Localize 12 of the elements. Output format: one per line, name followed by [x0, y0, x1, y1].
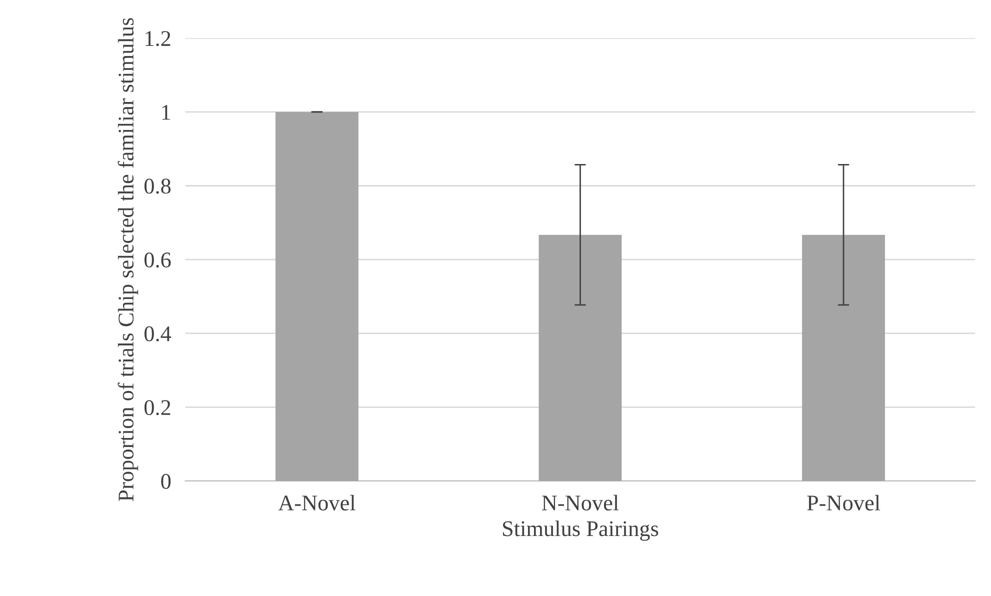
y-axis-title: Proportion of trials Chip selected the familiar stimulus: [118, 18, 138, 502]
y-tick-label: 0.6: [144, 252, 171, 268]
y-tick-label: 0.2: [144, 400, 170, 416]
y-tick-label: 0.8: [144, 178, 171, 194]
y-tick-label: 0: [161, 474, 171, 489]
y-tick-label: 1: [162, 104, 170, 120]
x-axis-title: Stimulus Pairings: [503, 520, 658, 541]
y-tick-label: 1.2: [146, 31, 170, 46]
y-tick-label: 0.4: [144, 326, 172, 342]
x-tick-label: N-Novel: [542, 494, 619, 510]
x-tick-label: A-Novel: [278, 494, 356, 510]
x-tick-label: P-Novel: [807, 494, 880, 510]
